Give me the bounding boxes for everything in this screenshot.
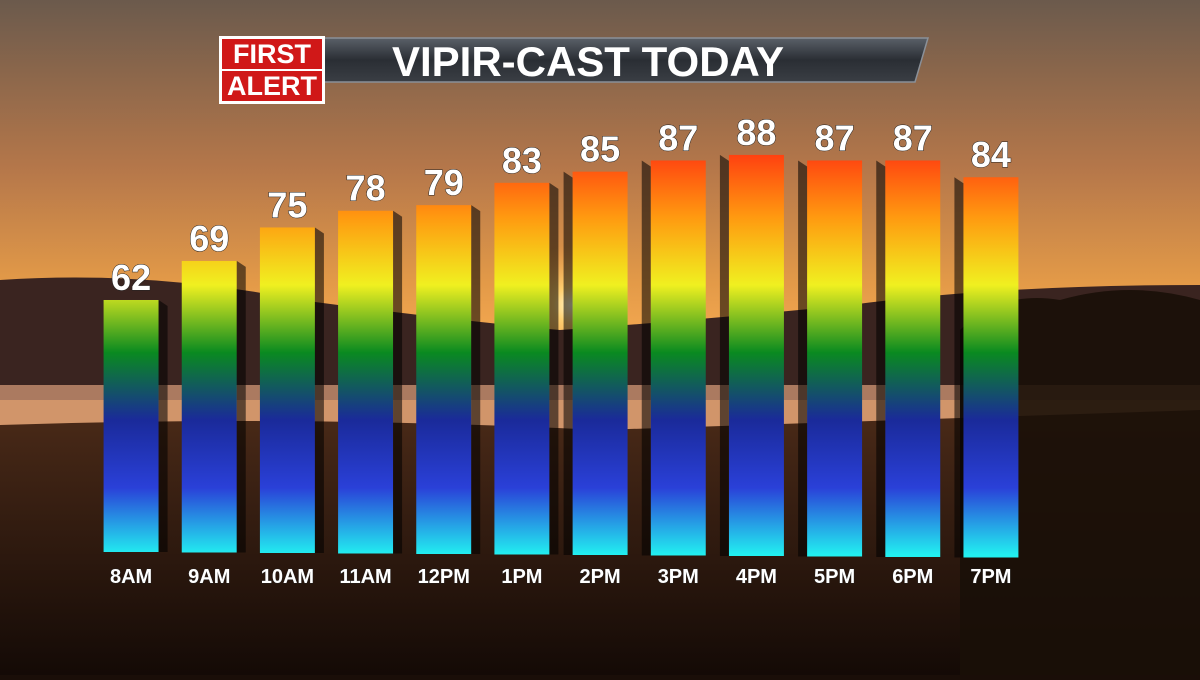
bar — [494, 182, 550, 555]
x-tick-label: 10AM — [261, 566, 314, 588]
bar-side — [471, 205, 481, 554]
value-label: 69 — [189, 218, 229, 259]
badge-text: ALERT — [227, 71, 317, 101]
x-tick-label: 6PM — [892, 566, 933, 588]
x-tick-label: 5PM — [814, 566, 855, 588]
bar — [103, 299, 159, 552]
value-label: 87 — [658, 117, 698, 158]
x-tick-label: 9AM — [188, 566, 230, 588]
value-label: 85 — [580, 129, 620, 170]
value-label: 83 — [502, 140, 542, 181]
bar-side — [549, 182, 559, 555]
x-tick-label: 7PM — [970, 566, 1011, 588]
bar — [416, 205, 472, 554]
bar — [650, 160, 706, 556]
value-label: 62 — [111, 257, 151, 298]
x-tick-label: 8AM — [110, 566, 152, 588]
bar — [728, 154, 784, 556]
bar — [963, 177, 1019, 558]
bar — [181, 260, 237, 553]
bar-side — [876, 160, 886, 557]
x-tick-label: 3PM — [658, 566, 699, 588]
value-label: 79 — [424, 162, 464, 203]
x-tick-label: 4PM — [736, 566, 777, 588]
bar-side — [158, 299, 168, 552]
x-tick-label: 11AM — [339, 566, 391, 588]
bar-side — [719, 154, 729, 556]
bar — [259, 227, 315, 554]
value-label: 75 — [267, 184, 307, 225]
value-label: 84 — [971, 134, 1011, 175]
bar-side — [641, 160, 651, 556]
bar-side — [314, 227, 324, 554]
bar-side — [798, 160, 808, 557]
header: FIRST ALERT VIPIR-CAST TODAY — [219, 36, 930, 104]
chart-title: VIPIR-CAST TODAY — [392, 38, 784, 85]
bar-side — [393, 210, 403, 554]
x-tick-label: 1PM — [501, 566, 542, 588]
value-label: 78 — [346, 168, 386, 209]
bar — [807, 160, 863, 557]
value-label: 87 — [893, 117, 933, 158]
badge-text: FIRST — [233, 39, 312, 69]
bar — [338, 210, 394, 554]
x-tick-label: 2PM — [580, 566, 621, 588]
value-label: 88 — [736, 112, 776, 153]
x-tick-label: 12PM — [418, 566, 470, 588]
bar-side — [236, 260, 246, 553]
bar — [572, 171, 628, 556]
bar-side — [563, 171, 573, 556]
bars: 62 8AM 69 9AM 75 10AM 78 11AM 79 12PM 83 1PM 85 2PM 87… — [103, 111, 1019, 588]
bar — [885, 160, 941, 557]
value-label: 87 — [815, 117, 855, 158]
bar-side — [954, 177, 964, 558]
